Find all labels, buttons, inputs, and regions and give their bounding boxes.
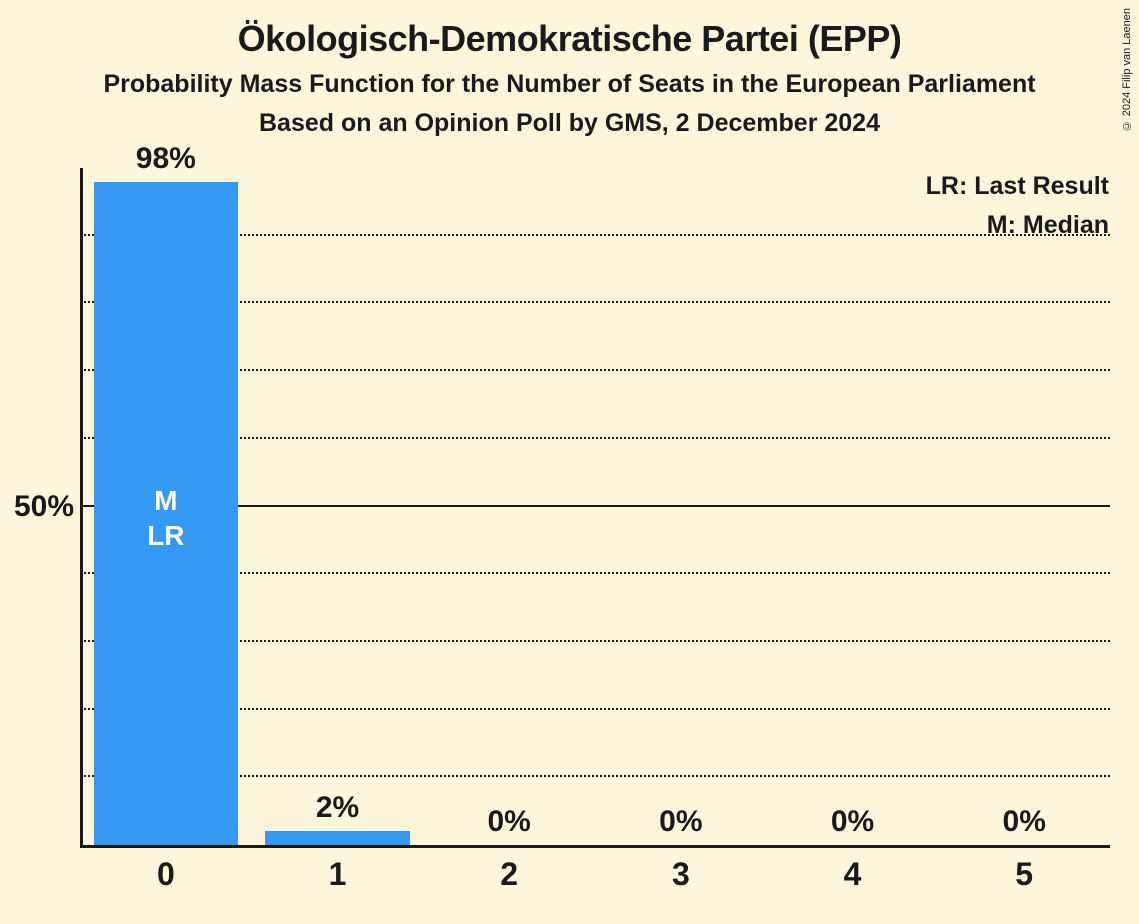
bars-row: 98%MLR 2% 0% 0% 0% 0% [80,168,1110,845]
bar-value-label-1: 2% [316,791,359,825]
copyright-notice: © 2024 Filip van Laenen [1121,8,1133,131]
x-tick-2: 2 [423,856,595,893]
x-tick-labels: 012345 [80,856,1110,893]
bar-value-label-4: 0% [831,805,874,839]
bar-slot-0: 98%MLR [80,168,252,845]
bar-1 [265,831,409,845]
x-tick-1: 1 [252,856,424,893]
y-axis-line [80,168,83,848]
bar-slot-5: 0% [938,168,1110,845]
bar-slot-4: 0% [767,168,939,845]
chart-title: Ökologisch-Demokratische Partei (EPP) [0,18,1139,60]
title-block: Ökologisch-Demokratische Partei (EPP) Pr… [0,0,1139,138]
chart-plot-area: 98%MLR 2% 0% 0% 0% 0% [80,168,1110,848]
y-tick-50: 50% [14,490,74,524]
bar-value-label-0: 98% [136,142,196,176]
x-tick-0: 0 [80,856,252,893]
bar-marker-0: MLR [147,483,184,553]
bar-slot-2: 0% [423,168,595,845]
bar-slot-3: 0% [595,168,767,845]
chart-subtitle-1: Probability Mass Function for the Number… [0,70,1139,99]
x-tick-4: 4 [767,856,939,893]
bar-value-label-2: 0% [487,805,530,839]
x-tick-3: 3 [595,856,767,893]
bar-value-label-5: 0% [1003,805,1046,839]
x-tick-5: 5 [938,856,1110,893]
bar-value-label-3: 0% [659,805,702,839]
x-axis-line [80,845,1110,848]
bar-slot-1: 2% [252,168,424,845]
chart-subtitle-2: Based on an Opinion Poll by GMS, 2 Decem… [0,109,1139,138]
